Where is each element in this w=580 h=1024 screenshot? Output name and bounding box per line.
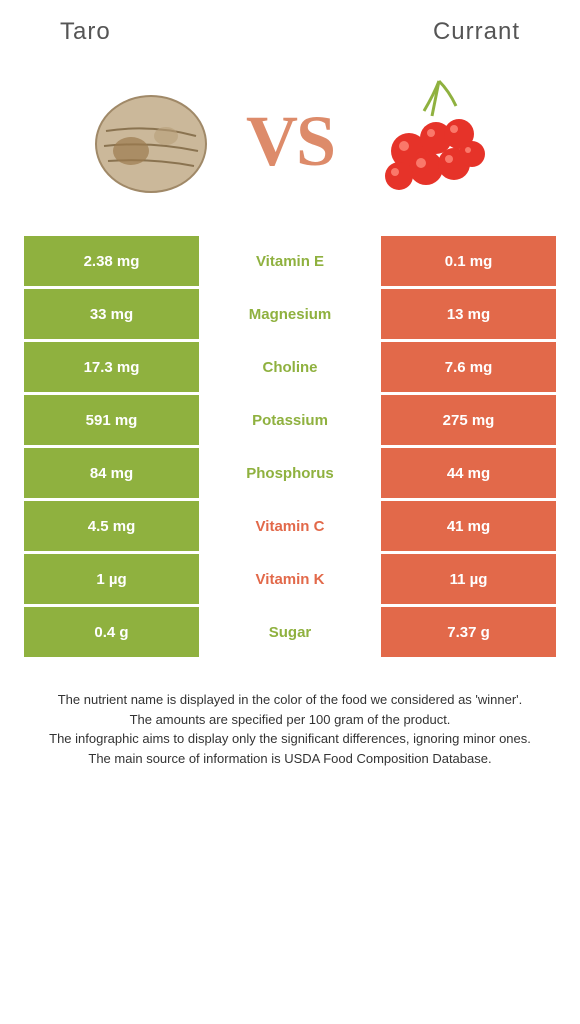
- right-food-title: Currant: [433, 18, 520, 46]
- nutrient-label: Vitamin K: [199, 554, 381, 604]
- nutrient-label: Sugar: [199, 607, 381, 657]
- left-value: 17.3 mg: [24, 342, 199, 392]
- right-value: 41 mg: [381, 501, 556, 551]
- nutrient-label: Vitamin C: [199, 501, 381, 551]
- right-value: 7.6 mg: [381, 342, 556, 392]
- footer-line: The amounts are specified per 100 gram o…: [18, 710, 562, 730]
- table-row: 0.4 gSugar7.37 g: [24, 607, 556, 657]
- footer-line: The main source of information is USDA F…: [18, 749, 562, 769]
- footer-line: The infographic aims to display only the…: [18, 729, 562, 749]
- table-row: 591 mgPotassium275 mg: [24, 395, 556, 445]
- comparison-table: 2.38 mgVitamin E0.1 mg33 mgMagnesium13 m…: [0, 236, 580, 657]
- nutrient-label: Magnesium: [199, 289, 381, 339]
- table-row: 33 mgMagnesium13 mg: [24, 289, 556, 339]
- left-food-title: Taro: [60, 18, 111, 46]
- left-value: 84 mg: [24, 448, 199, 498]
- left-value: 33 mg: [24, 289, 199, 339]
- vs-label: VS: [246, 100, 334, 183]
- table-row: 2.38 mgVitamin E0.1 mg: [24, 236, 556, 286]
- table-row: 4.5 mgVitamin C41 mg: [24, 501, 556, 551]
- nutrient-label: Choline: [199, 342, 381, 392]
- taro-image: [86, 76, 216, 206]
- right-value: 7.37 g: [381, 607, 556, 657]
- table-row: 84 mgPhosphorus44 mg: [24, 448, 556, 498]
- left-value: 0.4 g: [24, 607, 199, 657]
- left-value: 2.38 mg: [24, 236, 199, 286]
- footer-notes: The nutrient name is displayed in the co…: [0, 660, 580, 768]
- table-row: 17.3 mgCholine7.6 mg: [24, 342, 556, 392]
- header: Taro Currant: [0, 0, 580, 56]
- right-value: 275 mg: [381, 395, 556, 445]
- right-value: 44 mg: [381, 448, 556, 498]
- left-value: 591 mg: [24, 395, 199, 445]
- right-value: 0.1 mg: [381, 236, 556, 286]
- currant-image: [364, 76, 494, 206]
- footer-line: The nutrient name is displayed in the co…: [18, 690, 562, 710]
- table-row: 1 µgVitamin K11 µg: [24, 554, 556, 604]
- left-value: 1 µg: [24, 554, 199, 604]
- vs-row: VS: [0, 56, 580, 236]
- left-value: 4.5 mg: [24, 501, 199, 551]
- nutrient-label: Vitamin E: [199, 236, 381, 286]
- right-value: 13 mg: [381, 289, 556, 339]
- nutrient-label: Potassium: [199, 395, 381, 445]
- right-value: 11 µg: [381, 554, 556, 604]
- nutrient-label: Phosphorus: [199, 448, 381, 498]
